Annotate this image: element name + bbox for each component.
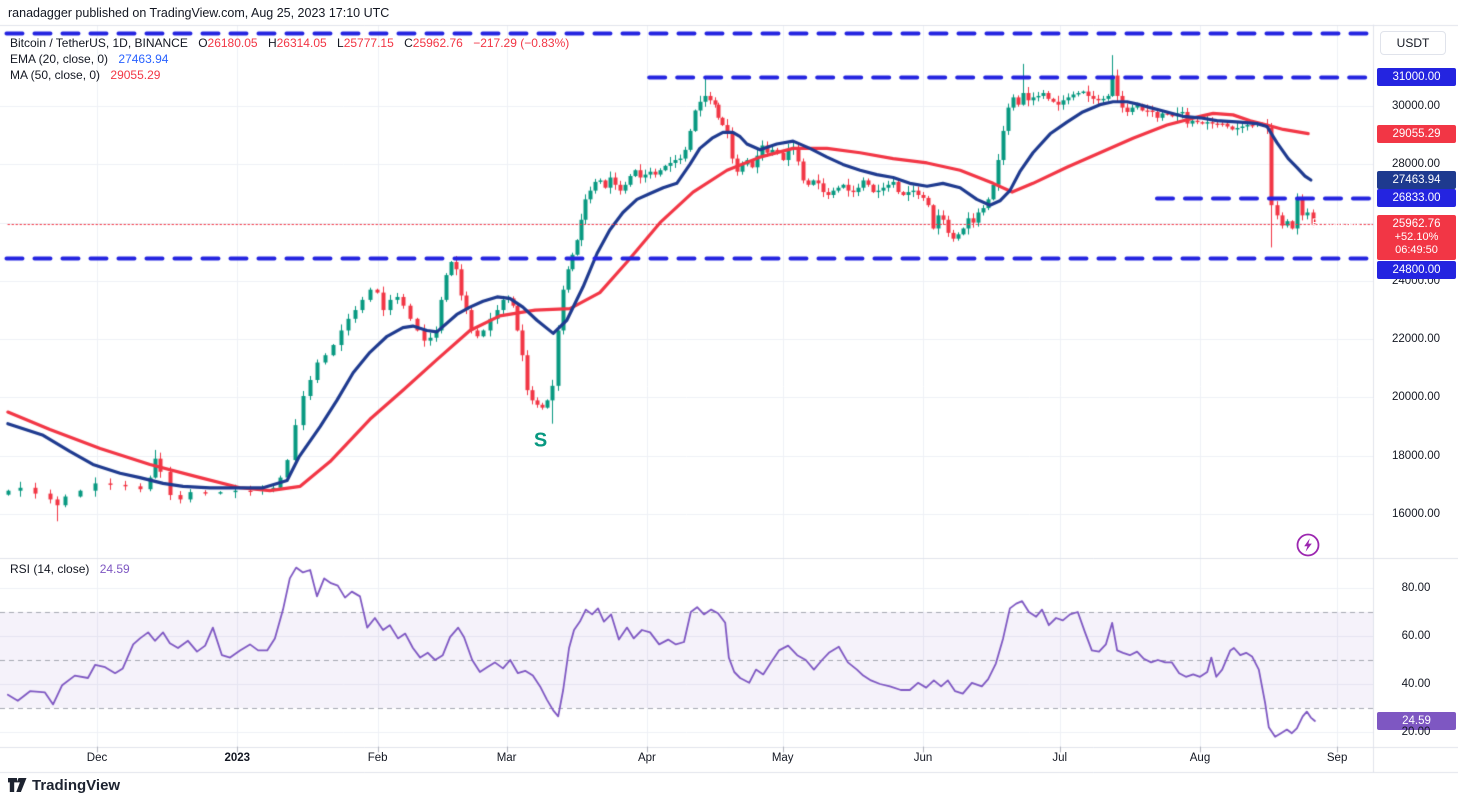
- rsi-axis-tag: RSI: [1346, 714, 1366, 727]
- ema-legend-label: EMA (20, close, 0): [10, 52, 109, 66]
- ma-legend-value: 29055.29: [110, 68, 161, 82]
- last-price-change: +52.10%: [1394, 230, 1439, 243]
- ma-axis-tag: MA: [1348, 127, 1366, 140]
- rsi-tick-label: 80.00: [1401, 582, 1431, 594]
- rsi-legend-row[interactable]: RSI (14, close) 24.59: [10, 562, 130, 576]
- symbol-legend-row[interactable]: Bitcoin / TetherUS, 1D, BINANCE O26180.0…: [10, 35, 569, 51]
- ohlc-open-label: O: [198, 36, 208, 50]
- rsi-legend-label: RSI (14, close): [10, 562, 90, 576]
- rsi-tick-label: 60.00: [1401, 630, 1431, 642]
- bar-countdown: 06:49:50: [1395, 243, 1438, 256]
- price-tick-label: 20000.00: [1392, 391, 1440, 404]
- ma-legend-label: MA (50, close, 0): [10, 68, 101, 82]
- price-tick-label: 16000.00: [1392, 508, 1440, 520]
- ema-legend-row[interactable]: EMA (20, close, 0) 27463.94: [10, 51, 569, 67]
- ema-legend-value: 27463.94: [118, 52, 169, 66]
- published-header: ranadagger published on TradingView.com,…: [8, 6, 390, 20]
- symbol-price-tag: BTCUSDT: [1311, 217, 1366, 230]
- ma-legend-row[interactable]: MA (50, close, 0) 29055.29: [10, 67, 569, 83]
- time-axis-label: Aug: [1189, 752, 1211, 764]
- short-position-label: S: [533, 429, 548, 452]
- tradingview-logo-icon: [8, 778, 27, 792]
- price-tick-label: 30000.00: [1392, 100, 1440, 113]
- ema-axis-badge: 27463.94: [1377, 171, 1456, 190]
- level-badge: 31000.00: [1377, 68, 1456, 86]
- tradingview-logo[interactable]: TradingView: [8, 777, 120, 794]
- price-tick-label: 22000.00: [1392, 333, 1440, 346]
- ohlc-high-label: H: [267, 36, 277, 50]
- ohlc-low-label: L: [337, 36, 344, 50]
- price-tick-label: 18000.00: [1392, 449, 1440, 462]
- time-axis-label: Jun: [913, 752, 933, 764]
- ohlc-open-value: 26180.05: [207, 36, 258, 50]
- rsi-axis-badge: 24.59: [1377, 711, 1456, 730]
- level-badge: 24800.00: [1377, 260, 1456, 279]
- ohlc-change: −217.29 (−0.83%): [473, 36, 570, 50]
- time-axis-label: Apr: [637, 752, 656, 764]
- last-price-badge: 25962.76 +52.10% 06:49:50: [1377, 214, 1456, 260]
- symbol-legend: Bitcoin / TetherUS, 1D, BINANCE O26180.0…: [10, 35, 569, 83]
- ohlc-close-value: 25962.76: [412, 36, 463, 50]
- tradingview-logo-text: TradingView: [32, 777, 121, 794]
- time-axis-label: Mar: [496, 752, 517, 764]
- time-axis-label: 2023: [224, 752, 251, 764]
- currency-button[interactable]: USDT: [1380, 31, 1446, 55]
- time-axis-label: Sep: [1326, 752, 1348, 764]
- ohlc-close-label: C: [404, 36, 413, 50]
- time-axis-label: Feb: [367, 752, 388, 764]
- symbol-title: Bitcoin / TetherUS, 1D, BINANCE: [10, 36, 188, 50]
- last-price-value: 25962.76: [1392, 217, 1441, 230]
- level-badge: 26833.00: [1377, 189, 1456, 208]
- rsi-tick-label: 40.00: [1401, 678, 1431, 690]
- ema-axis-tag: EMA: [1341, 174, 1366, 187]
- time-axis-label: Jul: [1052, 752, 1068, 764]
- time-axis-label: Dec: [86, 752, 108, 764]
- rsi-legend-value: 24.59: [99, 562, 130, 576]
- price-tick-label: 28000.00: [1392, 158, 1440, 171]
- ohlc-high-value: 26314.05: [276, 36, 327, 50]
- lightning-bolt-icon[interactable]: [1294, 531, 1322, 559]
- rsi-tick-label: 20.00: [1401, 726, 1431, 738]
- ohlc-low-value: 25777.15: [343, 36, 394, 50]
- ma-axis-badge: 29055.29: [1377, 124, 1456, 143]
- time-axis-label: May: [771, 752, 794, 764]
